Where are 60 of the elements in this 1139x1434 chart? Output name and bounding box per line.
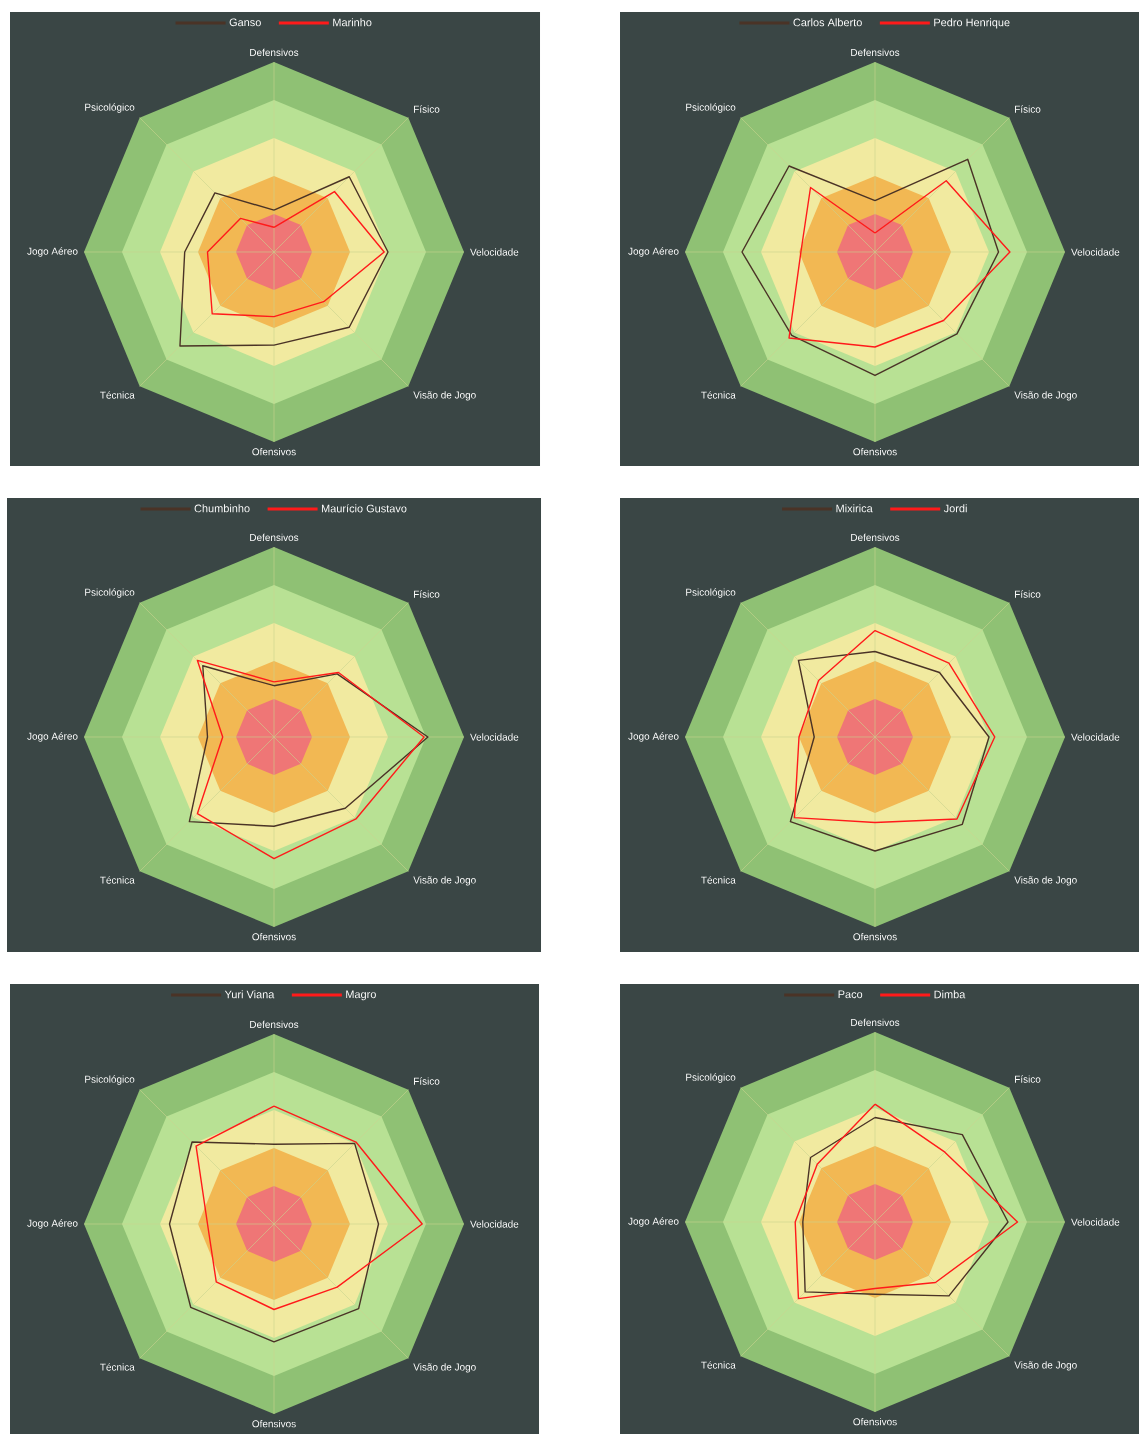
spoke-label: Físico: [1015, 1075, 1041, 1083]
spoke-label: Jogo Aéreo: [628, 247, 679, 257]
spoke-label: Físico: [414, 1077, 440, 1085]
spoke-label: Físico: [414, 105, 440, 113]
spoke-label: Visão de Jogo: [1014, 1361, 1077, 1371]
legend-label: Ganso: [229, 18, 261, 27]
spoke-label: Velocidade: [1071, 248, 1120, 256]
spoke-label: Visão de Jogo: [1014, 876, 1077, 886]
spoke-label: Técnica: [701, 391, 736, 399]
spoke-label: Defensivos: [250, 1020, 299, 1028]
spoke-label: Visão de Jogo: [1014, 391, 1077, 401]
spoke-label: Psicológico: [686, 1073, 736, 1083]
spoke-label: Ofensivos: [853, 447, 897, 456]
spoke-label: Visão de Jogo: [413, 1363, 476, 1373]
spoke-label: Velocidade: [470, 1220, 519, 1228]
spoke-label: Defensivos: [851, 48, 900, 56]
legend-label: Yuri Viana: [224, 990, 275, 999]
legend-label: Maurício Gustavo: [321, 504, 407, 513]
spoke-label: Ofensivos: [853, 933, 897, 941]
spoke-label: Técnica: [100, 876, 135, 884]
spoke-label: Técnica: [100, 391, 135, 399]
spoke-label: Jogo Aéreo: [27, 1219, 78, 1229]
spoke-label: Velocidade: [470, 733, 519, 741]
spoke-label: Físico: [1015, 590, 1041, 598]
legend-label: Pedro Henrique: [934, 18, 1010, 29]
legend-label: Paco: [838, 990, 863, 999]
spoke-label: Defensivos: [851, 533, 900, 541]
spoke-label: Técnica: [701, 1361, 736, 1369]
spoke-label: Técnica: [701, 876, 736, 884]
legend-label: Marinho: [333, 18, 372, 27]
legend-label: Carlos Alberto: [793, 18, 862, 27]
spoke-label: Psicológico: [686, 588, 736, 598]
legend-label: Dimba: [934, 990, 966, 999]
spoke-label: Ofensivos: [252, 933, 296, 941]
spoke-label: Psicológico: [85, 1075, 135, 1085]
legend-label: Magro: [346, 990, 376, 1001]
spoke-label: Psicológico: [85, 103, 135, 113]
spoke-label: Psicológico: [686, 103, 736, 113]
spoke-label: Jogo Aéreo: [27, 732, 78, 742]
legend-label: Chumbinho: [194, 504, 250, 513]
spoke-label: Visão de Jogo: [413, 391, 476, 401]
spoke-label: Velocidade: [1071, 733, 1120, 741]
spoke-label: Ofensivos: [252, 1420, 296, 1428]
spoke-label: Defensivos: [250, 533, 299, 541]
spoke-label: Físico: [1015, 105, 1041, 113]
spoke-label: Jogo Aéreo: [628, 732, 679, 742]
spoke-label: Técnica: [100, 1363, 135, 1371]
spoke-label: Defensivos: [851, 1018, 900, 1026]
spoke-label: Defensivos: [250, 48, 299, 56]
spoke-label: Jogo Aéreo: [628, 1217, 679, 1227]
spoke-label: Jogo Aéreo: [27, 247, 78, 257]
spoke-label: Ofensivos: [853, 1418, 897, 1426]
spoke-label: Velocidade: [1071, 1218, 1120, 1226]
legend-label: Jordi: [943, 504, 967, 513]
spoke-label: Velocidade: [470, 248, 519, 256]
spoke-label: Ofensivos: [252, 447, 296, 456]
spoke-label: Psicológico: [85, 588, 135, 598]
spoke-label: Visão de Jogo: [413, 876, 476, 886]
legend-label: Mixirica: [836, 504, 873, 513]
spoke-label: Físico: [414, 590, 440, 598]
